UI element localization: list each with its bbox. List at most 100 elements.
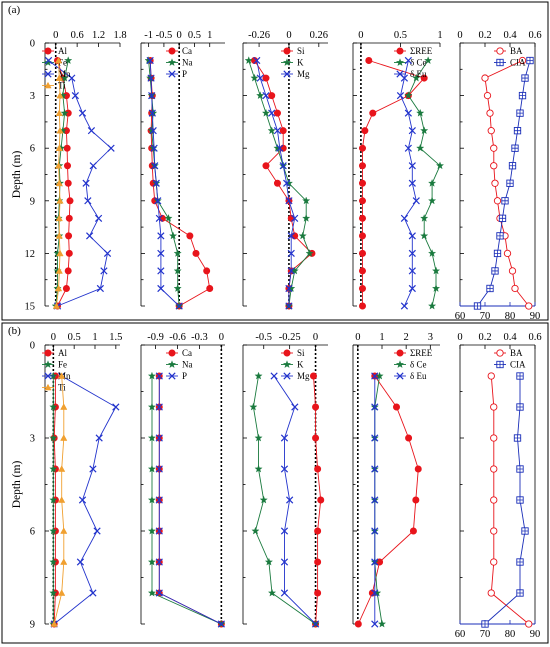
data-point-cross [509, 162, 516, 169]
data-point [58, 589, 66, 596]
legend-marker [282, 58, 292, 66]
x-tick-label: 0 [177, 30, 182, 41]
data-point [150, 144, 158, 152]
y-tick-label: 9 [30, 196, 35, 207]
data-point [65, 232, 73, 240]
data-point [154, 197, 162, 205]
legend-marker [43, 58, 53, 66]
data-point-cross [501, 197, 509, 204]
legend-label: Ti [58, 383, 66, 393]
y-axis-title: Depth (m) [11, 461, 23, 509]
x-tick-label: 1 [207, 30, 212, 41]
data-point [490, 434, 498, 442]
data-point [408, 162, 416, 170]
x-tick-label: 0.4 [503, 332, 517, 343]
series-cia: CIA [473, 56, 534, 310]
legend-label: δ Ce [410, 58, 427, 68]
data-point [302, 196, 311, 205]
data-point [371, 403, 379, 411]
data-point [280, 527, 289, 535]
bottom-x-tick-label: 70 [480, 629, 491, 640]
data-point [267, 126, 276, 135]
data-point [251, 526, 260, 535]
legend-marker [283, 47, 291, 55]
data-point [54, 284, 63, 292]
data-point [64, 56, 73, 64]
data-point [58, 465, 66, 472]
data-point [314, 558, 322, 566]
data-point [49, 557, 58, 566]
data-point [173, 284, 182, 292]
data-point [62, 284, 70, 292]
x-tick-label: 1.8 [113, 30, 126, 41]
bottom-x-tick-label: 80 [505, 311, 516, 322]
y-tick-label: 12 [25, 249, 36, 260]
data-point-cross [491, 267, 499, 275]
legend-marker [496, 349, 504, 357]
data-point [55, 267, 63, 274]
x-tick-label: 0 [51, 332, 56, 343]
legend-label: Si [297, 46, 305, 56]
legend-label: P [182, 69, 187, 79]
legend-marker [44, 383, 52, 391]
data-point [49, 402, 58, 411]
data-point [312, 403, 320, 411]
data-point [44, 56, 53, 65]
legend-label: Fe [58, 360, 67, 370]
series-mg: Mg [270, 371, 320, 628]
y-tick-label: 3 [30, 434, 35, 445]
x-tick-label: 0.2 [478, 332, 491, 343]
data-point [93, 527, 101, 535]
series-ca: Ca [155, 348, 225, 628]
data-point [279, 162, 287, 170]
data-point [291, 214, 299, 222]
data-point [147, 588, 156, 597]
data-point-cross [516, 372, 524, 380]
legend-marker [395, 58, 405, 66]
data-point [152, 179, 160, 187]
legend-label: Mn [58, 69, 71, 79]
track-4: 0 0.5 1 ΣREE δ Ceδ Eu [352, 30, 445, 310]
data-point [68, 74, 76, 82]
data-point [285, 302, 293, 310]
data-point [314, 527, 322, 535]
data-point [65, 249, 73, 257]
data-point [371, 465, 379, 473]
data-point [487, 589, 495, 597]
data-point [416, 143, 425, 152]
data-point-cross [499, 215, 506, 222]
data-point [314, 589, 322, 597]
data-point [262, 162, 270, 170]
data-point [157, 267, 165, 275]
series-line [158, 376, 222, 625]
data-point [414, 465, 422, 473]
data-point [64, 267, 72, 275]
data-point [525, 620, 533, 628]
data-point [147, 402, 156, 411]
x-tick-label: 0.26 [310, 30, 328, 41]
data-point [483, 91, 492, 100]
data-point [287, 232, 295, 240]
data-point [428, 196, 437, 205]
data-point [155, 372, 163, 380]
data-point [147, 464, 156, 473]
data-point [420, 231, 429, 240]
data-point [192, 249, 200, 257]
data-point [155, 589, 163, 597]
data-point [155, 496, 163, 504]
legend-marker [396, 47, 404, 55]
track-4: 0 1 2 3 ΣREE δ Ceδ Eu [352, 332, 440, 628]
data-point [358, 284, 366, 292]
data-point [95, 434, 103, 442]
legend-marker [44, 349, 52, 357]
data-point [511, 284, 519, 293]
legend-label: δ Eu [410, 69, 427, 79]
data-point-cross [506, 180, 514, 187]
x-tick-label: 1 [92, 332, 97, 343]
data-point [55, 232, 63, 239]
data-point [55, 109, 63, 116]
legend-marker [396, 349, 404, 357]
legend-marker [396, 372, 404, 380]
data-point [254, 464, 263, 473]
legend-label: δ Eu [410, 371, 427, 381]
